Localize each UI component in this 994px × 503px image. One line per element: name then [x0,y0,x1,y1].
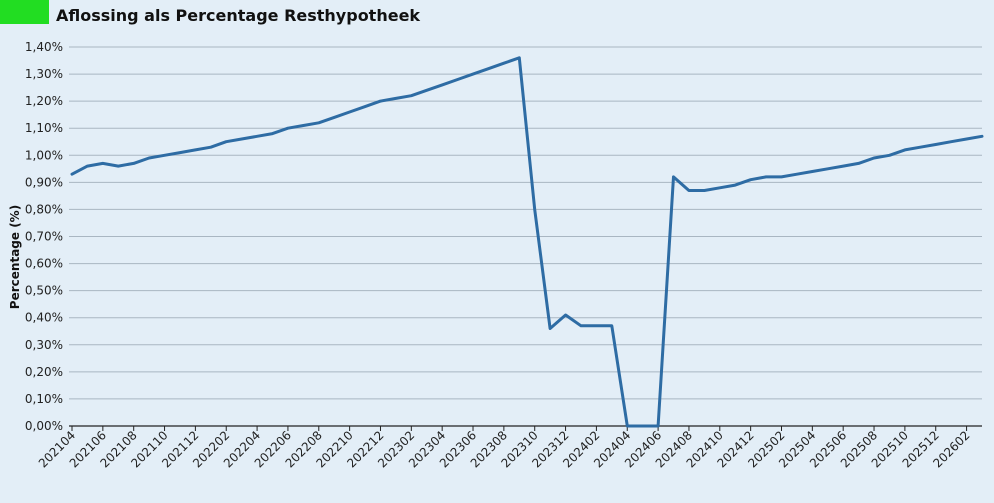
chart-title: Aflossing als Percentage Resthypotheek [56,6,421,25]
y-tick-label: 0,00% [25,419,63,433]
y-tick-label: 0,30% [25,338,63,352]
brand-accent-block [0,0,49,24]
y-axis-ticks: 0,00% 0,10% 0,20% 0,30% 0,40% 0,50% 0,60% 0,70%… [25,40,63,433]
x-axis-ticks: 2021042021062021082021102021122022022022… [36,426,973,471]
y-axis-label: Percentage (%) [8,205,22,309]
gridlines [69,46,982,427]
y-tick-label: 1,40% [25,40,63,54]
y-tick-label: 0,70% [25,230,63,244]
y-tick-label: 0,10% [25,392,63,406]
y-tick-label: 0,60% [25,257,63,271]
y-tick-label: 0,20% [25,365,63,379]
y-tick-label: 0,50% [25,284,63,298]
series-line [70,56,984,428]
y-tick-label: 0,40% [25,311,63,325]
y-tick-label: 1,10% [25,121,63,135]
series-layer [70,56,984,428]
y-tick-label: 0,80% [25,202,63,216]
y-tick-label: 0,90% [25,175,63,189]
y-tick-label: 1,30% [25,67,63,81]
y-tick-label: 1,00% [25,148,63,162]
y-tick-label: 1,20% [25,94,63,108]
